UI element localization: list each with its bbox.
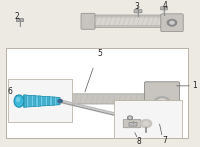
Circle shape [143, 121, 149, 126]
FancyBboxPatch shape [43, 96, 45, 106]
FancyBboxPatch shape [114, 100, 182, 138]
Text: 4: 4 [163, 1, 167, 10]
FancyBboxPatch shape [57, 97, 59, 105]
FancyBboxPatch shape [161, 7, 167, 10]
FancyBboxPatch shape [27, 94, 149, 104]
Circle shape [58, 99, 62, 103]
FancyBboxPatch shape [23, 88, 38, 110]
FancyBboxPatch shape [24, 95, 27, 107]
FancyBboxPatch shape [123, 119, 141, 128]
FancyBboxPatch shape [161, 14, 183, 32]
FancyBboxPatch shape [8, 79, 72, 122]
FancyBboxPatch shape [6, 48, 188, 138]
Text: 7: 7 [163, 136, 167, 145]
FancyBboxPatch shape [129, 123, 137, 126]
Circle shape [169, 21, 175, 25]
Text: 8: 8 [137, 137, 141, 146]
Circle shape [140, 119, 152, 128]
FancyBboxPatch shape [87, 17, 173, 25]
Text: 6: 6 [7, 87, 12, 96]
FancyBboxPatch shape [16, 19, 24, 22]
Circle shape [128, 116, 132, 120]
Text: 5: 5 [98, 49, 102, 58]
FancyBboxPatch shape [52, 97, 55, 105]
Circle shape [154, 96, 170, 109]
FancyBboxPatch shape [134, 10, 142, 13]
FancyBboxPatch shape [144, 82, 180, 123]
Circle shape [160, 101, 164, 104]
Text: 1: 1 [193, 81, 197, 90]
Text: 2: 2 [14, 12, 19, 21]
Polygon shape [23, 95, 60, 107]
FancyBboxPatch shape [47, 97, 50, 106]
Circle shape [59, 100, 61, 102]
Ellipse shape [14, 95, 24, 107]
FancyBboxPatch shape [29, 95, 31, 107]
FancyBboxPatch shape [84, 15, 176, 27]
Circle shape [129, 117, 131, 118]
Circle shape [58, 100, 62, 103]
FancyBboxPatch shape [81, 13, 95, 29]
FancyBboxPatch shape [38, 96, 41, 106]
Text: 3: 3 [135, 1, 139, 11]
Ellipse shape [16, 97, 20, 102]
Circle shape [156, 98, 168, 107]
Circle shape [167, 19, 177, 26]
FancyBboxPatch shape [34, 96, 36, 107]
